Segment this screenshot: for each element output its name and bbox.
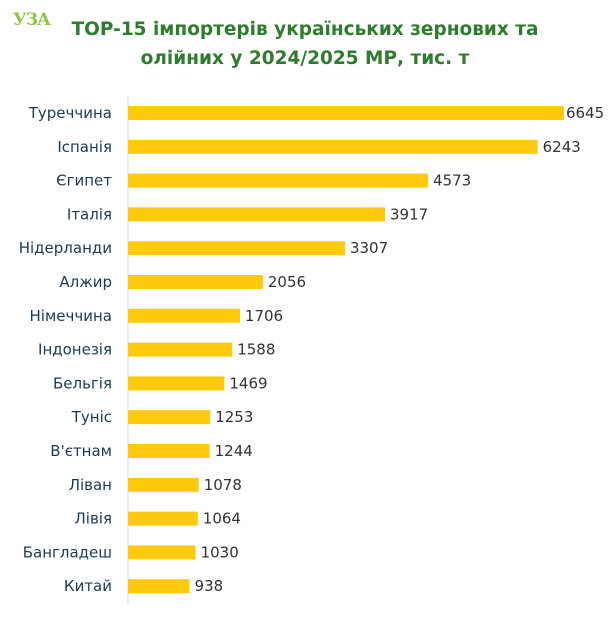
category-label-0: Туреччина — [28, 104, 112, 122]
bar-8 — [128, 376, 225, 391]
category-label-8: Бельгія — [53, 374, 112, 392]
bar-12 — [128, 511, 198, 526]
value-label-14: 938 — [195, 577, 224, 595]
category-label-12: Лівія — [75, 510, 112, 528]
bar-7 — [128, 342, 233, 357]
uza-logo: УЗА — [13, 10, 51, 30]
value-label-2: 4573 — [433, 172, 471, 190]
category-label-1: Іспанія — [57, 138, 112, 156]
category-label-13: Бангладеш — [23, 543, 112, 561]
chart-title-line-1: TOP-15 імпортерів українських зернових т… — [71, 19, 539, 40]
bar-10 — [128, 444, 210, 458]
bar-9 — [128, 410, 211, 425]
value-label-4: 3307 — [350, 239, 388, 257]
category-label-11: Ліван — [69, 476, 112, 494]
value-label-12: 1064 — [203, 510, 241, 528]
bar-5 — [128, 275, 263, 289]
value-label-9: 1253 — [215, 408, 253, 426]
value-label-8: 1469 — [229, 374, 267, 392]
chart-title-line-2: олійних у 2024/2025 МР, тис. т — [140, 48, 470, 69]
category-label-4: Нідерланди — [19, 239, 112, 257]
value-label-13: 1030 — [201, 543, 239, 561]
category-label-9: Туніс — [71, 408, 112, 426]
bar-13 — [128, 545, 196, 560]
bar-2 — [128, 173, 429, 188]
bar-3 — [128, 207, 386, 222]
category-label-2: Єгипет — [56, 172, 112, 190]
value-label-1: 6243 — [543, 138, 581, 156]
value-label-11: 1078 — [204, 476, 242, 494]
category-label-14: Китай — [64, 577, 112, 595]
value-label-3: 3917 — [390, 205, 428, 223]
value-label-10: 1244 — [215, 442, 253, 460]
value-label-5: 2056 — [268, 273, 306, 291]
bar-14 — [128, 579, 190, 594]
bar-0 — [128, 106, 564, 120]
category-label-5: Алжир — [59, 273, 112, 291]
category-label-10: В'єтнам — [50, 442, 112, 460]
value-label-6: 1706 — [245, 307, 283, 325]
category-label-7: Індонезія — [38, 341, 112, 359]
bar-1 — [128, 139, 538, 154]
value-label-0: 6645 — [566, 104, 604, 122]
category-label-6: Німеччина — [30, 307, 112, 325]
bar-11 — [128, 477, 199, 492]
category-label-3: Італія — [67, 205, 112, 223]
value-label-7: 1588 — [237, 341, 275, 359]
bar-6 — [128, 308, 240, 323]
bar-4 — [128, 241, 345, 256]
